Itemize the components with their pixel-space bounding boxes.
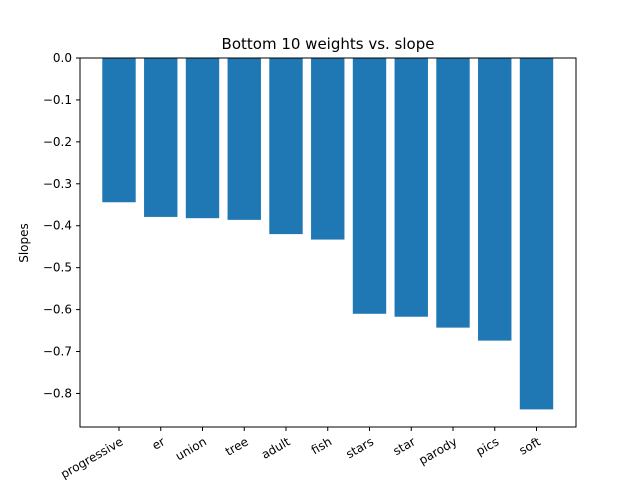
x-tick-label: er [150,434,168,452]
x-tick-label: fish [309,434,335,457]
bar-er [144,58,178,217]
bar-union [185,58,220,219]
y-tick-label: −0.4 [43,219,72,233]
chart-title: Bottom 10 weights vs. slope [222,35,435,53]
x-tick-label: adult [259,434,293,462]
x-tick-label: pics [474,434,502,458]
bars-group [102,58,554,410]
x-tick-label: tree [223,434,251,458]
bar-tree [227,58,261,220]
x-tick-label: union [173,434,209,463]
x-axis: progressive er union tree adult fish stars star… [58,427,543,480]
x-tick-label: progressive [58,434,125,480]
y-tick-label: −0.8 [43,386,72,400]
bar-pics [478,58,512,341]
bar-progressive [102,58,136,203]
bar-stars [352,58,387,314]
y-axis-label: Slopes [17,223,31,263]
x-tick-label: stars [343,434,376,461]
y-tick-label: −0.6 [43,303,72,317]
y-tick-label: −0.2 [43,135,72,149]
plot-frame [79,57,577,428]
x-tick-label: star [391,434,418,458]
bar-parody [436,58,470,328]
y-tick-label: −0.7 [43,345,72,359]
y-tick-label: −0.3 [43,177,72,191]
y-tick-label: −0.5 [43,261,72,275]
bar-star [394,58,428,317]
bar-adult [269,58,303,235]
x-tick-label: soft [517,434,544,457]
x-tick-label: parody [416,434,459,467]
bar-soft [519,58,554,410]
y-tick-label: 0.0 [53,51,72,65]
bar-fish [311,58,345,240]
y-tick-label: −0.1 [43,93,72,107]
y-axis: 0.0 −0.1 −0.2 −0.3 −0.4 −0.5 −0.6 −0.7 −0.8 [43,51,80,400]
